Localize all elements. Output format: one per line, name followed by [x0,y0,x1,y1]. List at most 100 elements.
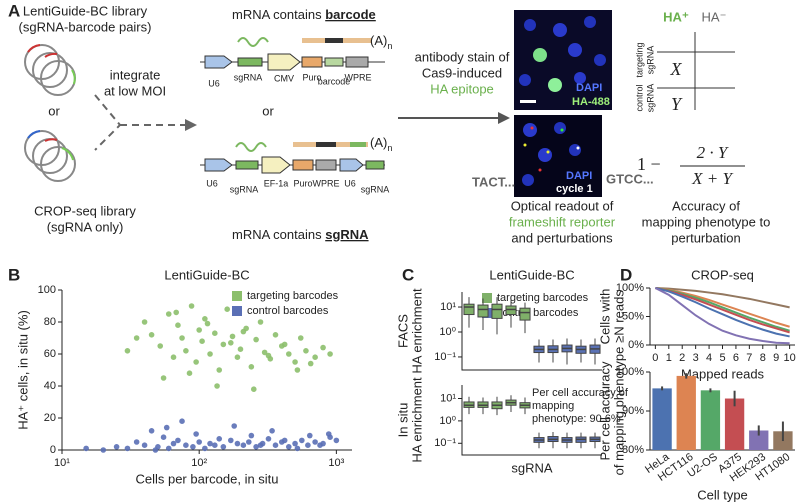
element-label: CMV [274,73,294,83]
point [320,344,326,351]
library-title: LentiGuide-BC library [23,3,148,18]
line [655,287,790,309]
point [170,440,177,447]
bar [652,388,672,450]
point [312,354,318,361]
point [83,445,89,452]
point [253,444,259,450]
point [141,319,148,325]
panel-label: C [402,265,414,284]
readout-text: Optical readout of [511,198,614,213]
point [163,424,170,431]
point [204,320,211,327]
point [133,335,140,341]
table-header: HA⁺ [663,9,689,24]
integrate-text: integrate [110,67,161,82]
polya: (A)n [370,33,392,51]
panel-label: D [620,265,632,284]
construct-caption: mRNA contains sgRNA [232,227,369,242]
point [179,418,185,425]
point [250,386,257,393]
point [157,343,164,349]
point [152,447,159,453]
x-axis-label: sgRNA [511,460,553,475]
y-tick-label: 100% [616,282,644,294]
point [196,439,202,445]
bar [700,390,721,450]
point [175,437,181,444]
x-tick-label: 9 [773,352,779,364]
y-tick-label: 10⁻¹ [434,437,456,449]
or-text: or [48,103,60,118]
x-tick-label: 8 [760,352,766,364]
formula: 1 − [637,154,661,174]
table-cell: Y [671,94,683,114]
bar [724,398,745,450]
point [294,445,301,452]
point [261,349,268,356]
dashed-arrow [94,94,185,151]
point [234,354,241,361]
point [193,359,199,365]
readout-text: and perturbations [511,230,613,245]
annotation: Per cell accuracy of [532,387,629,399]
point [216,367,223,373]
point [257,442,264,449]
y-tick-label: 10⁰ [439,326,456,338]
point [141,442,148,449]
point [303,348,309,354]
y-tick-label: 20 [44,412,56,424]
point [285,351,292,357]
plasmids [24,44,76,182]
stain-text: HA epitope [430,81,494,96]
point [229,333,236,340]
element-label: Puro [293,178,312,188]
microscopy-image [514,10,612,197]
point [299,437,305,444]
y-tick-label: 10¹ [440,392,456,404]
point [173,309,180,316]
point [100,447,107,453]
x-axis-label: Cell type [697,487,748,502]
table-grid [657,32,735,110]
chart-title: LentiGuide-BC [164,267,249,282]
y-axis-label: of mapping phenotype [611,347,626,476]
box [519,307,531,321]
y-tick-label: 10¹ [440,301,456,313]
polya: (A)n [370,135,392,153]
bar [749,430,769,450]
stain-text: antibody stain of [415,49,510,64]
element-label: Puro [302,72,321,82]
y-axis-label: FACS [395,314,410,348]
point [183,348,189,354]
image-label: HA-488 [572,96,610,108]
point [113,444,120,450]
point [272,442,279,449]
top-construct [200,37,385,71]
point [248,432,255,439]
point [186,370,193,377]
x-tick-label: 10² [191,457,207,469]
point [220,444,227,450]
point [148,332,155,338]
point [175,322,181,329]
point [124,348,131,354]
point [272,332,279,338]
point [227,340,234,346]
box [477,304,489,318]
point [214,383,220,389]
y-axis-label: In situ [395,403,410,438]
point [292,440,298,447]
construct-caption: mRNA contains barcode [232,7,376,22]
annotation: phenotype: 90.6% [532,413,621,425]
axis [461,385,602,456]
point [148,428,155,434]
point [170,354,177,361]
box [505,305,517,316]
element-label: sgRNA [361,184,390,194]
point [193,431,199,437]
point [294,367,301,373]
element-label: EF-1a [264,178,289,188]
x-tick-label: 10¹ [54,457,70,469]
point [224,306,230,313]
